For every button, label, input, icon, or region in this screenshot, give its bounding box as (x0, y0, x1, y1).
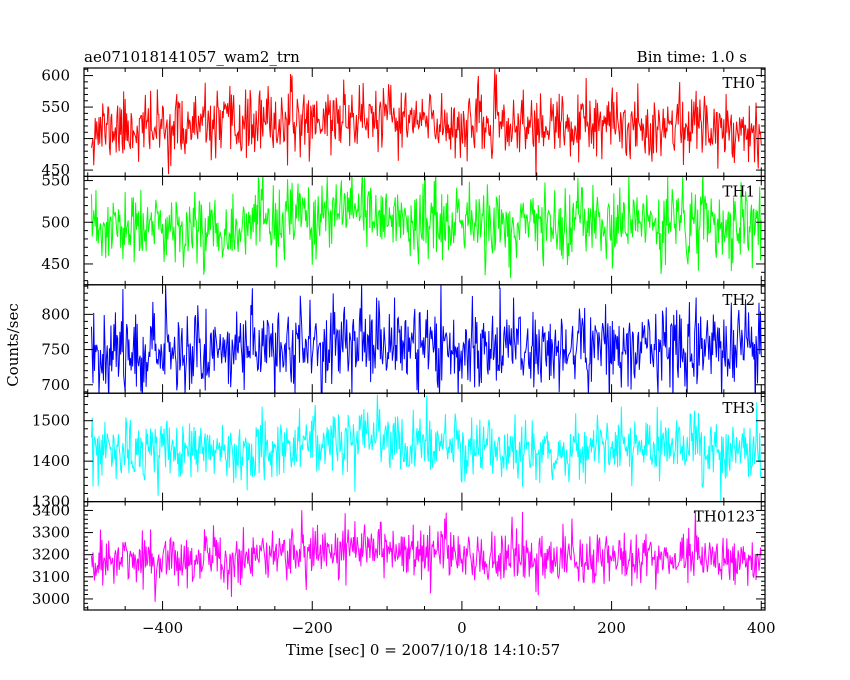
x-tick-label: 0 (457, 619, 467, 637)
panel-label-th1: TH1 (722, 182, 755, 200)
x-axis: −400 −200 0 200 400 (142, 619, 776, 637)
panel-label-th2: TH2 (722, 291, 755, 309)
x-tick-label: −400 (142, 619, 183, 637)
y-tick-label: 550 (41, 172, 70, 190)
panels-group: 450 500 550 600 TH0 450 500 550 TH1 700 750 800 TH2 1… (32, 67, 766, 611)
y-tick-label: 3000 (32, 590, 70, 608)
series-line-th3 (90, 394, 762, 502)
series-line-th0123 (90, 510, 762, 602)
y-tick-label: 3100 (32, 568, 70, 586)
y-tick-label: 3300 (32, 524, 70, 542)
y-tick-label: 3400 (32, 501, 70, 519)
y-tick-label: 800 (41, 305, 70, 323)
x-axis-label: Time [sec] 0 = 2007/10/18 14:10:57 (286, 641, 560, 659)
x-tick-label: 200 (597, 619, 626, 637)
y-tick-label: 600 (41, 67, 70, 85)
bin-time-label: Bin time: 1.0 s (637, 48, 747, 66)
y-tick-label: 750 (41, 341, 70, 359)
panel-frame-th2 (83, 284, 766, 394)
panel-label-th3: TH3 (722, 399, 755, 417)
y-tick-label: 500 (41, 213, 70, 231)
series-line-th2 (90, 284, 762, 394)
y-tick-label: 700 (41, 376, 70, 394)
y-tick-label: 450 (41, 161, 70, 179)
y-tick-label: 500 (41, 130, 70, 148)
panel-th0123: 3000 3100 3200 3300 3400 TH0123 (32, 501, 766, 611)
chart-title: ae071018141057_wam2_trn (84, 48, 300, 66)
panel-th2: 700 750 800 TH2 (41, 284, 766, 394)
y-tick-label: 1300 (32, 493, 70, 511)
y-tick-label: 450 (41, 255, 70, 273)
series-line-th1 (90, 176, 762, 279)
panel-th1: 450 500 550 TH1 (41, 172, 766, 286)
panel-th0: 450 500 550 600 TH0 (41, 67, 766, 179)
x-tick-label: −200 (292, 619, 333, 637)
y-tick-label: 1500 (32, 412, 70, 430)
panel-label-th0: TH0 (722, 74, 755, 92)
panel-th3: 1300 1400 1500 TH3 (32, 392, 766, 511)
y-tick-label: 1400 (32, 452, 70, 470)
panel-label-th0123: TH0123 (694, 508, 755, 526)
series-line-th0 (90, 68, 762, 177)
x-tick-label: 400 (747, 619, 776, 637)
y-tick-label: 550 (41, 98, 70, 116)
y-axis-label: Counts/sec (4, 303, 22, 387)
y-tick-label: 3200 (32, 546, 70, 564)
